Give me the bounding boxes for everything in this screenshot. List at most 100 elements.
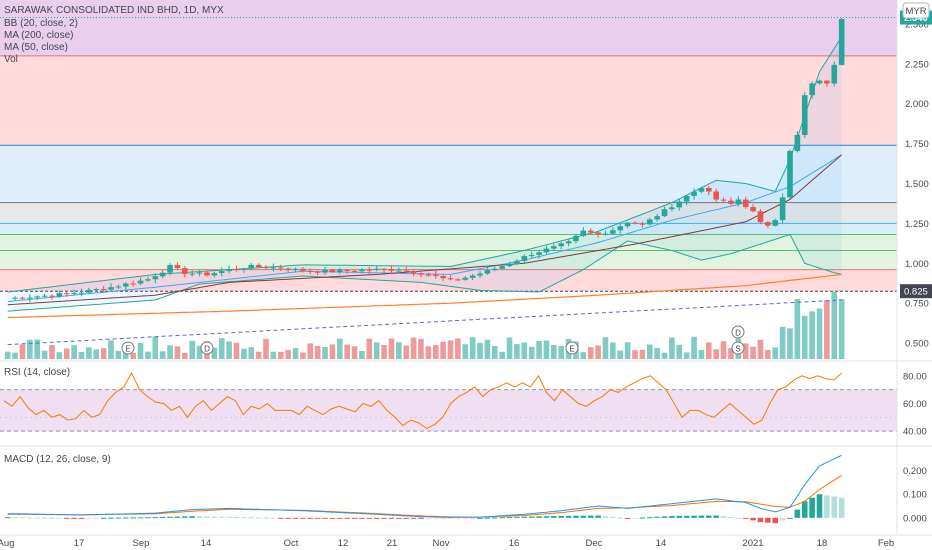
price-candles	[12, 18, 845, 303]
macd-histogram-bar	[351, 517, 358, 519]
rsi-line	[3, 372, 842, 429]
macd-histogram-bar	[469, 517, 476, 519]
volume-legend: Vol	[4, 54, 18, 65]
macd-histogram-bar	[543, 516, 550, 518]
volume-bar	[514, 344, 520, 359]
candle-body	[388, 269, 395, 271]
macd-histogram-bar	[277, 517, 284, 519]
macd-histogram-bar	[565, 515, 572, 518]
volume-bar	[277, 351, 284, 359]
macd-histogram-bar	[366, 517, 373, 519]
marked-level-tag	[900, 284, 932, 299]
macd-histogram-bar	[403, 517, 410, 519]
candle-body	[396, 270, 402, 272]
time-tick: Nov	[433, 538, 450, 549]
candle-body	[241, 268, 247, 270]
candle-body	[145, 279, 151, 281]
candle-body	[381, 268, 387, 270]
volume-bar	[669, 337, 675, 359]
macd-histogram-bar	[528, 516, 535, 518]
candle-body	[514, 260, 520, 265]
macd-histogram-bar	[595, 515, 601, 518]
candle-body	[71, 293, 77, 295]
macd-histogram-bar	[418, 517, 424, 519]
volume-bar	[831, 291, 838, 359]
macd-histogram-bar	[816, 494, 823, 518]
candle-body	[41, 295, 48, 297]
volume-bar	[654, 347, 660, 359]
macd-histogram-bar	[174, 516, 181, 518]
price-tick: 1.500	[905, 179, 929, 190]
volume-bar	[322, 346, 328, 359]
candle-body	[646, 219, 653, 225]
macd-histogram-bar	[56, 517, 63, 519]
volume-bar	[602, 337, 609, 359]
candle-body	[669, 207, 675, 210]
candle-body	[499, 266, 505, 269]
volume-bar	[307, 343, 314, 359]
macd-histogram-bar	[676, 515, 683, 518]
time-tick: Aug	[0, 538, 14, 549]
volume-bar	[336, 338, 343, 359]
volume-bar	[661, 352, 668, 359]
volume-bar	[440, 341, 446, 359]
macd-histogram-bar	[838, 497, 845, 518]
candle-body	[455, 279, 461, 281]
volume-bar	[698, 350, 705, 359]
candle-body	[425, 274, 432, 276]
macd-tick: 0.000	[903, 513, 927, 524]
bb-upper-line	[7, 36, 843, 293]
volume-bar	[248, 347, 255, 359]
volume-bar	[809, 311, 815, 359]
ma50-legend: MA (50, close)	[4, 42, 68, 53]
macd-histogram-bar	[691, 515, 697, 518]
macd-histogram-bar	[720, 516, 727, 518]
macd-tick: 0.100	[903, 490, 927, 501]
volume-bar	[351, 346, 358, 359]
ma200-legend: MA (200, close)	[4, 30, 73, 41]
macd-histogram-bar	[307, 517, 314, 519]
macd-histogram-bar	[292, 517, 299, 519]
volume-bar	[543, 340, 550, 359]
candle-body	[115, 286, 122, 288]
macd-histogram-bar	[654, 516, 660, 518]
volume-bar	[816, 308, 823, 359]
candle-body	[307, 270, 314, 272]
candle-body	[226, 269, 232, 272]
price-tick: 1.000	[905, 259, 929, 270]
volume-bar	[292, 348, 299, 359]
macd-pane[interactable]	[0, 445, 932, 524]
volume-bar	[410, 337, 417, 359]
time-tick: 2021	[742, 538, 763, 549]
candle-body	[100, 289, 107, 291]
macd-histogram-bar	[432, 517, 439, 519]
candle-body	[12, 297, 18, 299]
volume-bar	[241, 348, 247, 359]
event-marker	[200, 341, 214, 355]
candle-body	[809, 83, 815, 96]
currency-badge[interactable]: MYR	[902, 2, 930, 19]
event-marker-label: E	[569, 345, 574, 354]
macd-histogram-bar	[831, 496, 838, 518]
candle-body	[661, 209, 668, 217]
volume-bar	[838, 299, 845, 359]
candle-body	[159, 272, 166, 277]
bb-lower-line	[7, 233, 842, 312]
macd-histogram-bar	[388, 517, 395, 519]
event-marker-label: D	[204, 345, 210, 354]
volume-bar	[211, 347, 218, 359]
candle-body	[735, 199, 742, 204]
macd-histogram-bar	[137, 517, 144, 519]
rsi-tick: 60.00	[903, 399, 927, 410]
candle-body	[34, 296, 41, 298]
rsi-tick: 40.00	[903, 427, 927, 438]
candle-body	[248, 264, 255, 269]
volume-bar	[71, 345, 77, 359]
macd-histogram-bar	[536, 516, 542, 518]
candle-body	[19, 297, 26, 299]
volume-bar	[196, 345, 203, 359]
volume-bar	[270, 351, 277, 359]
rsi-pane[interactable]	[0, 360, 932, 432]
candle-body	[816, 80, 823, 84]
